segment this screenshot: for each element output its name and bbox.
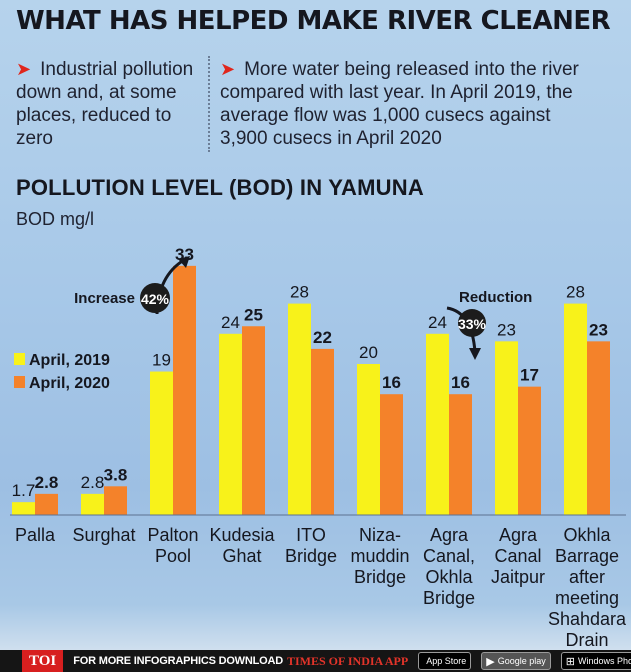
annotation-label: Reduction: [459, 289, 532, 306]
footer-bar: TOI FOR MORE INFOGRAPHICS DOWNLOAD TIMES…: [0, 650, 631, 672]
category-label: Palla: [15, 525, 56, 545]
category-label: Canal: [494, 546, 541, 566]
value-label-2019: 28: [566, 283, 585, 302]
value-label-2020: 16: [382, 373, 401, 392]
value-label-2020: 16: [451, 373, 470, 392]
category-label: Okhla: [425, 567, 473, 587]
category-label: Agra: [430, 525, 469, 545]
annotation-badge: [458, 309, 486, 337]
footer-brand[interactable]: TIMES OF INDIA APP: [286, 653, 409, 668]
key-point-water-flow: ➤ More water being released into the rive…: [220, 58, 600, 150]
bar-2019: [219, 333, 242, 515]
legend-label-2020: April, 2020: [29, 375, 110, 392]
value-label-2019: 24: [428, 313, 447, 332]
category-label: Surghat: [72, 525, 135, 545]
category-label: Pool: [155, 546, 191, 566]
category-label: Okhla: [563, 525, 611, 545]
divider: [208, 56, 210, 152]
category-label: Barrage: [555, 546, 619, 566]
value-label-2019: 19: [152, 351, 171, 370]
key-point-text: More water being released into the river…: [220, 59, 579, 149]
annotation-badge: [140, 283, 170, 313]
windows-phone-label: Windows Phone: [577, 656, 631, 666]
bar-2019: [150, 371, 173, 515]
headline: WHAT HAS HELPED MAKE RIVER CLEANER: [16, 6, 611, 36]
value-label-2020: 23: [589, 320, 608, 339]
value-label-2020: 22: [313, 328, 332, 347]
legend-label-2019: April, 2019: [29, 352, 110, 369]
windows-phone-badge[interactable]: ⊞ Windows Phone: [560, 652, 631, 670]
category-label: Bridge: [354, 567, 406, 587]
bar-2020: [449, 394, 472, 515]
legend-swatch-2019: [14, 353, 25, 365]
app-store-label: App Store: [426, 656, 467, 666]
windows-icon: ⊞: [565, 655, 575, 668]
bar-2020: [104, 486, 127, 515]
footer-text: FOR MORE INFOGRAPHICS DOWNLOAD: [73, 655, 283, 667]
bar-2020: [311, 348, 334, 515]
annotation-label: Increase: [74, 290, 135, 307]
category-label: Kudesia: [209, 525, 275, 545]
category-label: Ghat: [222, 546, 261, 566]
category-label: ITO: [296, 525, 326, 545]
value-label-2019: 23: [497, 320, 516, 339]
bar-2019: [357, 364, 380, 515]
category-label: Shahdara: [548, 609, 627, 629]
category-label: Bridge: [285, 546, 337, 566]
background: [0, 0, 631, 650]
annotation-value: 42%: [141, 291, 170, 307]
legend-swatch-2020: [14, 376, 25, 388]
google-play-label: Google play: [497, 656, 546, 666]
value-label-2019: 28: [290, 283, 309, 302]
google-play-icon: ▶: [486, 655, 495, 668]
value-label-2019: 1.7: [12, 481, 36, 500]
bar-2019: [495, 341, 518, 515]
value-label-2019: 2.8: [81, 473, 105, 492]
bar-2019: [81, 493, 104, 515]
bar-2019: [288, 303, 311, 515]
bar-2020: [173, 265, 196, 515]
value-label-2020: 25: [244, 305, 263, 324]
category-label: Palton: [147, 525, 198, 545]
reduction-arrowhead-icon: [469, 348, 481, 360]
category-label: muddin: [350, 546, 409, 566]
app-store-badge[interactable]: App Store: [418, 652, 472, 670]
bar-2019: [426, 333, 449, 515]
increase-arrowhead-icon: [178, 256, 190, 268]
bullet-arrow-icon: ➤: [16, 59, 32, 79]
category-label: meeting: [555, 588, 619, 608]
value-label-2020: 3.8: [104, 465, 128, 484]
category-label: after: [569, 567, 605, 587]
value-label-2019: 20: [359, 343, 378, 362]
category-label: Drain: [565, 630, 608, 650]
category-label: Jaitpur: [491, 567, 545, 587]
category-label: Agra: [499, 525, 538, 545]
key-point-industrial: ➤ Industrial pollution down and, at some …: [16, 58, 201, 150]
category-label: Canal,: [423, 546, 475, 566]
bar-2020: [242, 326, 265, 515]
bar-2019: [564, 303, 587, 515]
category-label: Niza-: [359, 525, 401, 545]
category-label: Bridge: [423, 588, 475, 608]
value-label-2019: 24: [221, 313, 240, 332]
bar-2020: [587, 341, 610, 515]
bar-2020: [35, 493, 58, 515]
key-point-text: Industrial pollution down and, at some p…: [16, 59, 194, 149]
toi-logo[interactable]: TOI: [22, 650, 64, 672]
bar-2020: [518, 386, 541, 515]
value-label-2020: 2.8: [35, 473, 59, 492]
value-label-2020: 17: [520, 366, 539, 385]
bar-2019: [12, 502, 35, 515]
bullet-arrow-icon: ➤: [220, 59, 236, 79]
annotation-value: 33%: [458, 316, 487, 332]
bar-2020: [380, 394, 403, 515]
google-play-badge[interactable]: ▶ Google play: [481, 652, 551, 670]
chart-title: POLLUTION LEVEL (BOD) IN YAMUNA: [16, 175, 424, 200]
y-axis-label: BOD mg/l: [16, 209, 95, 229]
